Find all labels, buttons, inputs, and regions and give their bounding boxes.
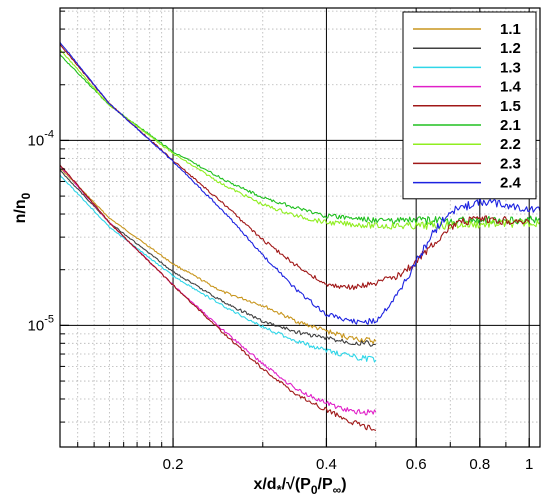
legend-label: 1.4 [500,79,522,96]
legend-label: 1.2 [500,40,521,57]
x-tick-label: 0.6 [406,456,427,473]
legend: 1.1 1.2 1.3 1.4 1.5 2.1 2.2 2.3 2.4 [402,11,537,200]
x-tick-labels: 0.2 0.4 0.6 0.8 1 [163,456,534,473]
legend-label: 1.5 [500,98,521,115]
series-line-2-2 [59,48,541,230]
y-tick-label: 10-4 [28,128,54,149]
legend-label: 1.3 [500,59,521,76]
plot-frame [59,7,541,448]
legend-label: 2.2 [500,136,521,153]
legend-label: 2.4 [500,175,522,192]
series-line-1-3 [59,174,377,363]
tick-marks [60,10,530,447]
legend-label: 2.3 [500,155,521,172]
y-tick-labels: 10-4 10-5 [28,128,54,334]
x-tick-label: 1 [525,456,533,473]
legend-label: 1.1 [500,21,521,38]
x-tick-label: 0.4 [316,456,337,473]
x-tick-label: 0.2 [163,456,184,473]
series-line-2-4 [59,42,541,325]
y-tick-label: 10-5 [28,313,54,334]
y-axis-label: n/n0 [12,192,33,223]
series-line-1-1 [59,168,377,345]
x-tick-label: 0.8 [469,456,490,473]
x-axis-label: x/d*/√(P0/P∞) [253,476,346,497]
series-line-1-5 [59,164,377,432]
series-layer [59,42,541,432]
legend-label: 2.1 [500,117,521,134]
